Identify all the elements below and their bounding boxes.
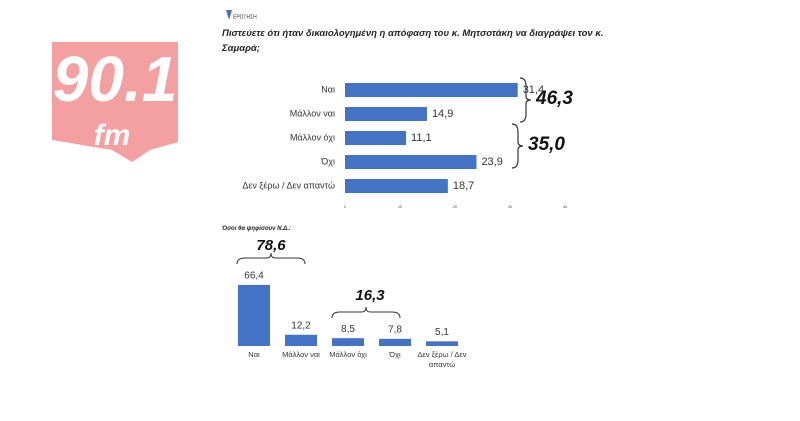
data-label: 31,4 xyxy=(523,84,544,96)
bar xyxy=(426,341,458,346)
annotation: 35,0 xyxy=(528,134,565,155)
data-label: 11,1 xyxy=(411,132,432,144)
data-label: 8,5 xyxy=(341,324,355,335)
x-tick-label: 20 xyxy=(453,205,457,209)
y-tick-label: Ναι xyxy=(321,84,335,94)
y-tick-label: Δεν ξέρω / Δεν απαντώ xyxy=(242,180,335,190)
x-tick-label: Μάλλον όχι xyxy=(329,350,367,359)
bar xyxy=(332,338,364,346)
y-tick-label: Μάλλον ναι xyxy=(290,108,335,118)
logo-text: 90.1 xyxy=(53,43,178,115)
bar xyxy=(345,131,407,145)
data-label: 14,9 xyxy=(432,108,453,120)
bar xyxy=(285,334,317,346)
data-label: 5,1 xyxy=(435,327,449,338)
y-tick-label: Όχι xyxy=(320,156,335,166)
bar xyxy=(238,284,270,346)
bar xyxy=(379,338,411,346)
annotation: 46,3 xyxy=(535,88,573,109)
source-icon xyxy=(226,10,232,20)
brace xyxy=(236,252,306,265)
brace xyxy=(511,123,524,169)
x-tick-label: Ναι xyxy=(248,350,260,359)
brace xyxy=(331,306,401,319)
logo-suffix: fm xyxy=(94,119,131,152)
data-label: 23,9 xyxy=(481,156,502,168)
x-tick-label: Δεν ξέρω / Δεν απαντώ xyxy=(417,350,467,369)
bar xyxy=(345,179,448,193)
data-label: 12,2 xyxy=(291,320,311,331)
x-tick-label: 0 xyxy=(344,205,346,209)
x-tick-label: 30 xyxy=(508,205,512,209)
x-tick-label: Μάλλον ναι xyxy=(282,350,320,359)
source: ΕΡΩΤΗΣΗ xyxy=(233,14,257,20)
annotation: 16,3 xyxy=(355,287,385,304)
bar xyxy=(345,107,427,121)
y-tick-label: Μάλλον όχι xyxy=(290,132,335,142)
data-label: 66,4 xyxy=(244,271,264,282)
bar xyxy=(345,155,477,169)
x-tick-label: Όχι xyxy=(389,350,401,359)
data-label: 18,7 xyxy=(453,180,474,192)
chart-title: Πιστεύετε ότι ήταν δικαιολογημένη η απόφ… xyxy=(222,28,604,54)
bar xyxy=(345,83,518,97)
brace xyxy=(519,77,532,123)
logo-shape xyxy=(52,42,178,162)
x-tick-label: 10 xyxy=(398,205,402,209)
x-tick-label: 40 xyxy=(563,205,567,209)
chart-title: Όσοι θα ψηφίσουν Ν.Δ.: xyxy=(222,226,291,232)
data-label: 7,8 xyxy=(388,324,402,335)
annotation: 78,6 xyxy=(256,237,286,254)
